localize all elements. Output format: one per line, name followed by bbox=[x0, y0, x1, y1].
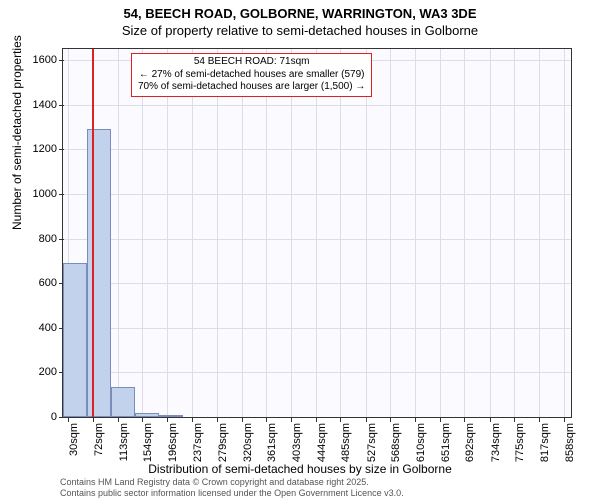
gridline-v bbox=[490, 49, 491, 417]
gridline-v bbox=[539, 49, 540, 417]
footer-line2: Contains public sector information licen… bbox=[60, 488, 404, 498]
annotation-line3: 70% of semi-detached houses are larger (… bbox=[138, 81, 365, 92]
gridline-v bbox=[316, 49, 317, 417]
x-tick-label: 485sqm bbox=[340, 417, 352, 462]
footer-line1: Contains HM Land Registry data © Crown c… bbox=[60, 477, 369, 487]
x-tick-label: 30sqm bbox=[68, 417, 80, 456]
gridline-v bbox=[142, 49, 143, 417]
gridline-v bbox=[340, 49, 341, 417]
chart-title-block: 54, BEECH ROAD, GOLBORNE, WARRINGTON, WA… bbox=[0, 0, 600, 40]
gridline-v bbox=[514, 49, 515, 417]
gridline-h bbox=[63, 105, 571, 106]
gridline-v bbox=[464, 49, 465, 417]
x-tick-label: 817sqm bbox=[539, 417, 551, 462]
y-tick-label: 0 bbox=[51, 411, 63, 423]
gridline-v bbox=[564, 49, 565, 417]
chart-subtitle: Size of property relative to semi-detach… bbox=[0, 23, 600, 40]
x-tick-label: 651sqm bbox=[440, 417, 452, 462]
gridline-h bbox=[63, 328, 571, 329]
gridline-v bbox=[192, 49, 193, 417]
x-tick-label: 527sqm bbox=[366, 417, 378, 462]
x-tick-label: 444sqm bbox=[316, 417, 328, 462]
gridline-v bbox=[217, 49, 218, 417]
histogram-bar bbox=[87, 129, 111, 417]
gridline-h bbox=[63, 239, 571, 240]
x-tick-label: 692sqm bbox=[464, 417, 476, 462]
gridline-v bbox=[167, 49, 168, 417]
y-tick-label: 600 bbox=[39, 277, 63, 289]
gridline-h bbox=[63, 194, 571, 195]
gridline-v bbox=[390, 49, 391, 417]
gridline-v bbox=[118, 49, 119, 417]
x-tick-label: 72sqm bbox=[93, 417, 105, 456]
x-tick-label: 610sqm bbox=[415, 417, 427, 462]
gridline-v bbox=[440, 49, 441, 417]
gridline-v bbox=[266, 49, 267, 417]
y-tick-label: 200 bbox=[39, 366, 63, 378]
x-tick-label: 734sqm bbox=[490, 417, 502, 462]
histogram-bar bbox=[159, 415, 183, 417]
x-tick-label: 775sqm bbox=[514, 417, 526, 462]
gridline-v bbox=[366, 49, 367, 417]
histogram-plot: 0200400600800100012001400160030sqm72sqm1… bbox=[62, 48, 572, 418]
y-tick-label: 1000 bbox=[33, 188, 63, 200]
chart-title: 54, BEECH ROAD, GOLBORNE, WARRINGTON, WA… bbox=[0, 6, 600, 23]
x-tick-label: 154sqm bbox=[142, 417, 154, 462]
gridline-v bbox=[415, 49, 416, 417]
gridline-h bbox=[63, 283, 571, 284]
gridline-h bbox=[63, 372, 571, 373]
x-tick-label: 361sqm bbox=[266, 417, 278, 462]
x-tick-label: 237sqm bbox=[192, 417, 204, 462]
reference-line bbox=[92, 49, 94, 417]
annotation-line1: 54 BEECH ROAD: 71sqm bbox=[194, 56, 310, 67]
y-tick-label: 1200 bbox=[33, 143, 63, 155]
y-tick-label: 1600 bbox=[33, 54, 63, 66]
annotation-box: 54 BEECH ROAD: 71sqm ← 27% of semi-detac… bbox=[131, 53, 372, 97]
x-tick-label: 320sqm bbox=[242, 417, 254, 462]
histogram-bar bbox=[135, 413, 159, 417]
y-tick-label: 1400 bbox=[33, 99, 63, 111]
x-tick-label: 196sqm bbox=[167, 417, 179, 462]
histogram-bar bbox=[111, 387, 135, 417]
x-tick-label: 858sqm bbox=[564, 417, 576, 462]
footer-attribution: Contains HM Land Registry data © Crown c… bbox=[60, 477, 404, 498]
x-tick-label: 113sqm bbox=[118, 417, 130, 461]
x-tick-label: 279sqm bbox=[217, 417, 229, 462]
histogram-bar bbox=[63, 263, 87, 417]
gridline-h bbox=[63, 149, 571, 150]
annotation-line2: ← 27% of semi-detached houses are smalle… bbox=[139, 69, 365, 80]
y-tick-label: 400 bbox=[39, 322, 63, 334]
x-tick-label: 403sqm bbox=[291, 417, 303, 462]
gridline-v bbox=[291, 49, 292, 417]
x-axis-label: Distribution of semi-detached houses by … bbox=[0, 462, 600, 476]
y-tick-label: 800 bbox=[39, 233, 63, 245]
gridline-v bbox=[242, 49, 243, 417]
x-tick-label: 568sqm bbox=[390, 417, 402, 462]
y-axis-label: Number of semi-detached properties bbox=[10, 35, 24, 230]
